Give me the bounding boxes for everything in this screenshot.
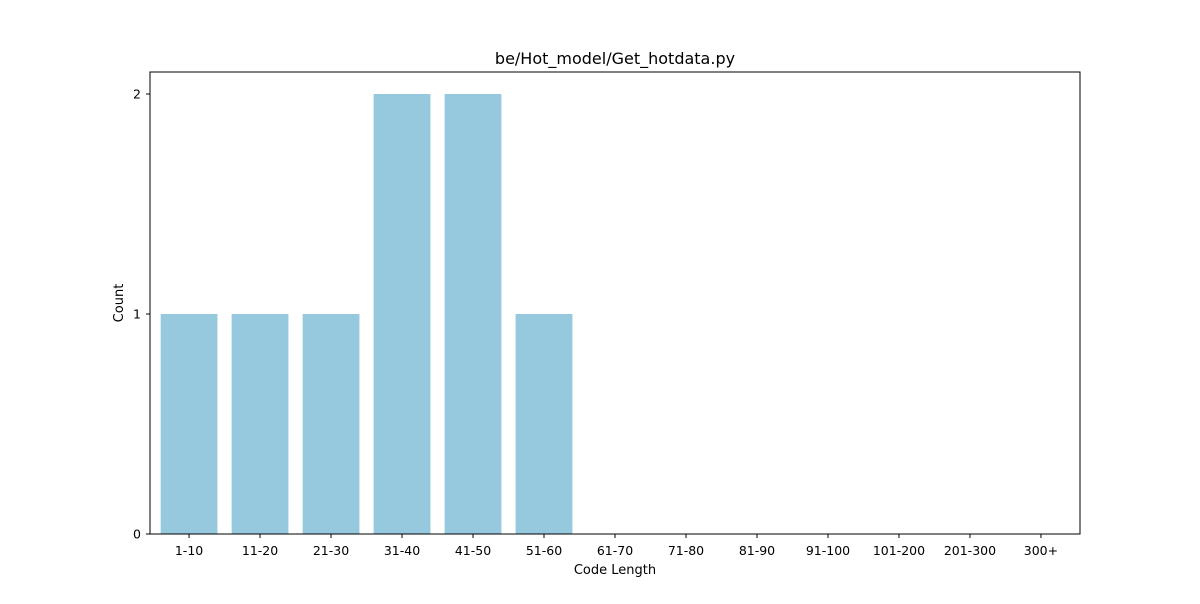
y-tick-label: 2 bbox=[133, 87, 141, 102]
x-tick-label: 51-60 bbox=[526, 543, 562, 558]
bar-21-30 bbox=[302, 314, 360, 534]
x-axis-label: Code Length bbox=[574, 563, 656, 578]
ticks-layer: 1-10 11-20 21-30 31-40 41-50 51-60 61-70 71-80 8… bbox=[133, 87, 1058, 559]
chart-title: be/Hot_model/Get_hotdata.py bbox=[495, 49, 735, 69]
bar-51-60 bbox=[515, 314, 573, 534]
x-tick-label: 101-200 bbox=[873, 543, 925, 558]
bar-31-40 bbox=[373, 94, 431, 534]
x-tick-label: 300+ bbox=[1024, 543, 1058, 558]
bar-1-10 bbox=[160, 314, 218, 534]
y-axis-label: Count bbox=[112, 284, 127, 323]
x-tick-label: 41-50 bbox=[455, 543, 491, 558]
bar-41-50 bbox=[444, 94, 502, 534]
x-tick-label: 61-70 bbox=[597, 543, 633, 558]
y-tick-label: 1 bbox=[133, 307, 141, 322]
plot-frame bbox=[149, 71, 1081, 535]
x-tick-label: 21-30 bbox=[313, 543, 349, 558]
x-tick-label: 71-80 bbox=[668, 543, 704, 558]
bar-11-20 bbox=[231, 314, 289, 534]
x-tick-label: 81-90 bbox=[739, 543, 775, 558]
x-tick-label: 11-20 bbox=[242, 543, 278, 558]
x-tick-label: 31-40 bbox=[384, 543, 420, 558]
x-tick-label: 91-100 bbox=[806, 543, 850, 558]
bars-layer bbox=[160, 94, 573, 534]
x-tick-label: 1-10 bbox=[175, 543, 203, 558]
y-tick-label: 0 bbox=[133, 527, 141, 542]
x-tick-label: 201-300 bbox=[944, 543, 996, 558]
